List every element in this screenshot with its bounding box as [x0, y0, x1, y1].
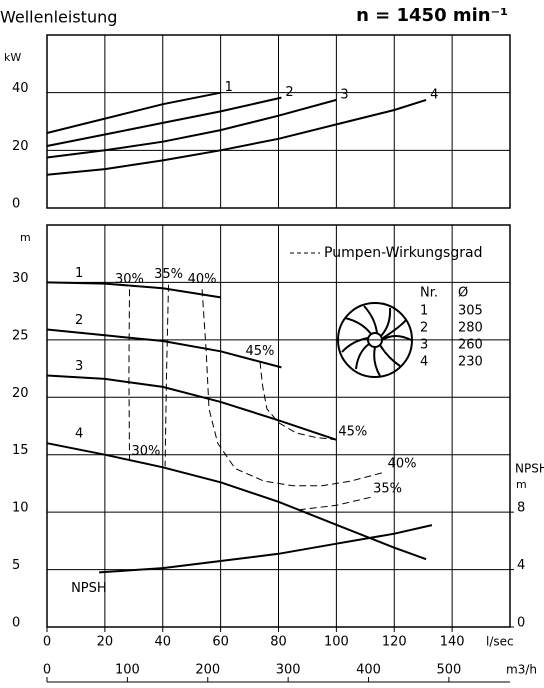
chart-title: Wellenleistung	[0, 8, 117, 27]
efficiency-label: 40%	[188, 272, 217, 287]
series-line	[46, 98, 337, 159]
x2-axis-label: m3/h	[506, 663, 537, 677]
x2-tick-label: 400	[356, 663, 381, 678]
efficiency-label: 35%	[154, 267, 183, 282]
x-tick-label: 60	[212, 635, 229, 650]
series-line	[46, 281, 221, 299]
table-header: Nr.	[420, 286, 438, 301]
table-cell: 260	[458, 338, 483, 353]
y-axis-label: kW	[4, 51, 21, 64]
x-tick-label: 100	[324, 635, 349, 650]
table-cell: 2	[420, 321, 428, 336]
efficiency-label: 35%	[373, 482, 402, 497]
series-label: 4	[75, 427, 83, 442]
y-tick-label: 10	[12, 501, 29, 516]
series-line	[46, 374, 337, 441]
x-axis-label: l/sec	[486, 635, 514, 649]
table-cell: 4	[420, 355, 428, 370]
efficiency-label: 45%	[338, 424, 367, 439]
x2-tick-label: 200	[195, 663, 220, 678]
table-cell: 230	[458, 355, 483, 370]
x-tick-label: 20	[97, 635, 114, 650]
x2-tick-label: 100	[115, 663, 140, 678]
x-tick-label: 80	[270, 635, 287, 650]
table-cell: 3	[420, 338, 428, 353]
series-line	[46, 328, 282, 369]
x2-tick-label: 300	[276, 663, 301, 678]
series-label: 2	[285, 85, 293, 100]
efficiency-label: 30%	[131, 444, 160, 459]
y-tick-label: 15	[12, 443, 29, 458]
series-label: 3	[340, 87, 348, 102]
efficiency-curve	[259, 361, 337, 441]
y-tick-label: 0	[12, 616, 20, 631]
efficiency-label: 30%	[115, 272, 144, 287]
y-tick-label: 25	[12, 328, 29, 343]
y2-tick-label: 8	[517, 501, 525, 516]
series-label: 4	[430, 87, 438, 102]
y-tick-label: 20	[12, 139, 29, 154]
efficiency-label: 40%	[388, 456, 417, 471]
y-tick-label: 5	[12, 558, 20, 573]
x2-tick-label: 0	[43, 663, 51, 678]
efficiency-label: 45%	[246, 344, 275, 359]
x2-tick-label: 500	[436, 663, 461, 678]
series-label: 3	[75, 359, 83, 374]
series-line	[99, 524, 433, 574]
y-tick-label: 40	[12, 81, 29, 96]
efficiency-curve	[201, 289, 386, 487]
y-tick-label: 0	[12, 197, 20, 212]
y-tick-label: 20	[12, 386, 29, 401]
table-cell: 280	[458, 321, 483, 336]
series-line	[46, 98, 427, 176]
y2-axis-label: NPSH	[515, 462, 544, 476]
legend-label: Pumpen-Wirkungsgrad	[324, 245, 482, 261]
series-label: NPSH	[71, 581, 107, 596]
efficiency-curve	[128, 289, 130, 460]
x-tick-label: 120	[382, 635, 407, 650]
y2-axis-unit: m	[516, 478, 527, 491]
y2-tick-label: 4	[517, 558, 525, 573]
table-header: Ø	[458, 286, 468, 301]
x-tick-label: 0	[43, 635, 51, 650]
x-tick-label: 40	[154, 635, 171, 650]
x-tick-label: 140	[440, 635, 465, 650]
series-label: 1	[75, 266, 83, 281]
efficiency-curve	[164, 284, 372, 511]
chart-subtitle: n = 1450 min⁻¹	[356, 5, 508, 26]
series-line	[46, 96, 282, 147]
y2-tick-label: 0	[517, 616, 525, 631]
series-label: 2	[75, 313, 83, 328]
y-axis-label: m	[20, 231, 31, 244]
series-line	[46, 91, 221, 134]
y-tick-label: 30	[12, 271, 29, 286]
table-cell: 305	[458, 304, 483, 319]
series-label: 1	[225, 80, 233, 95]
series-line	[46, 442, 427, 561]
table-cell: 1	[420, 304, 428, 319]
